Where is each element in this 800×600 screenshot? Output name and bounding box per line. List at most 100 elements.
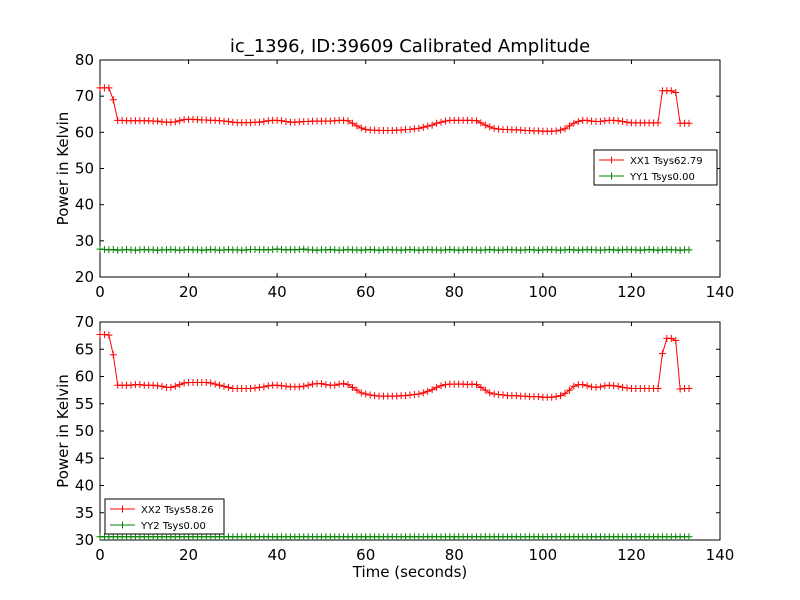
data-point [481,386,489,394]
data-point [583,382,591,390]
data-point [317,380,325,388]
data-point [548,393,556,401]
data-point [109,351,117,359]
legend-box [593,149,718,186]
data-point [583,116,591,124]
x-tick-label: 120 [617,546,646,564]
data-point [127,381,135,389]
y-tick-label: 60 [75,123,94,141]
x-axis-title: Time (seconds) [352,563,468,581]
legend-marker [119,505,126,513]
x-tick-label: 20 [179,283,198,301]
x-tick-label: 60 [356,283,375,301]
y-axis-title: Power in Kelvin [54,112,72,226]
data-point [255,383,263,391]
data-point [410,390,418,398]
y-tick-label: 35 [75,504,94,522]
data-point [207,379,215,387]
data-point [331,381,339,389]
data-point [667,87,675,95]
data-point [224,117,232,125]
data-point [557,392,565,400]
data-point [654,119,662,127]
data-point [105,84,113,92]
legend-marker [608,172,615,180]
legend-label: XX2 Tsys58.26 [141,505,214,516]
y-tick-label: 60 [75,368,94,386]
data-point [105,331,113,339]
data-point [344,381,352,389]
x-tick-label: 100 [529,283,558,301]
data-point [402,392,410,400]
data-point [362,390,370,398]
data-point [362,125,370,133]
series-1-2 [96,245,693,254]
data-point [295,383,303,391]
data-point [149,381,157,389]
y-tick-label: 55 [75,395,94,413]
data-point [202,378,210,386]
x-tick-label: 40 [268,546,287,564]
data-point [278,117,286,125]
data-point [100,331,108,339]
data-point [464,381,472,389]
data-point [552,127,560,135]
data-point [393,392,401,400]
data-point [176,381,184,389]
legend-box [104,498,225,535]
data-point [424,387,432,395]
data-point [614,382,622,390]
data-point [477,383,485,391]
data-point [495,390,503,398]
data-point [220,382,228,390]
series-2-2 [96,533,693,541]
data-point [428,121,436,129]
data-point [176,117,184,125]
data-point [406,391,414,399]
data-point [180,379,188,387]
data-point [596,383,604,391]
data-point [441,381,449,389]
x-tick-label: 80 [445,283,464,301]
data-point [419,389,427,397]
data-point [592,383,600,391]
data-point [561,389,569,397]
data-point [459,380,467,388]
x-tick-label: 140 [706,546,735,564]
data-point [340,380,348,388]
data-point [619,117,627,125]
data-point [490,390,498,398]
data-point [428,386,436,394]
data-point [534,393,542,401]
data-point [477,119,485,127]
data-point [499,391,507,399]
y-tick-label: 30 [75,232,94,250]
y-tick-label: 40 [75,196,94,214]
data-point [570,382,578,390]
data-point [353,386,361,394]
chart-title: ic_1396, ID:39609 Calibrated Amplitude [230,36,590,57]
data-point [415,124,423,132]
data-point [251,384,259,392]
data-point [433,119,441,127]
x-tick-label: 0 [95,546,105,564]
data-point [596,117,604,125]
data-point [260,383,268,391]
data-point [415,390,423,398]
data-point [216,381,224,389]
data-point [309,380,317,388]
data-point [667,334,675,342]
data-point [437,118,445,126]
data-point [468,380,476,388]
data-point [300,245,308,253]
legend-label: XX1 Tsys62.79 [630,156,703,167]
legend: XX1 Tsys62.79 YY1 Tsys0.00 [593,149,718,186]
x-tick-label: 60 [356,546,375,564]
x-tick-label: 100 [529,546,558,564]
data-point [264,382,272,390]
data-point [171,118,179,126]
data-point [353,122,361,130]
data-point [605,381,613,389]
